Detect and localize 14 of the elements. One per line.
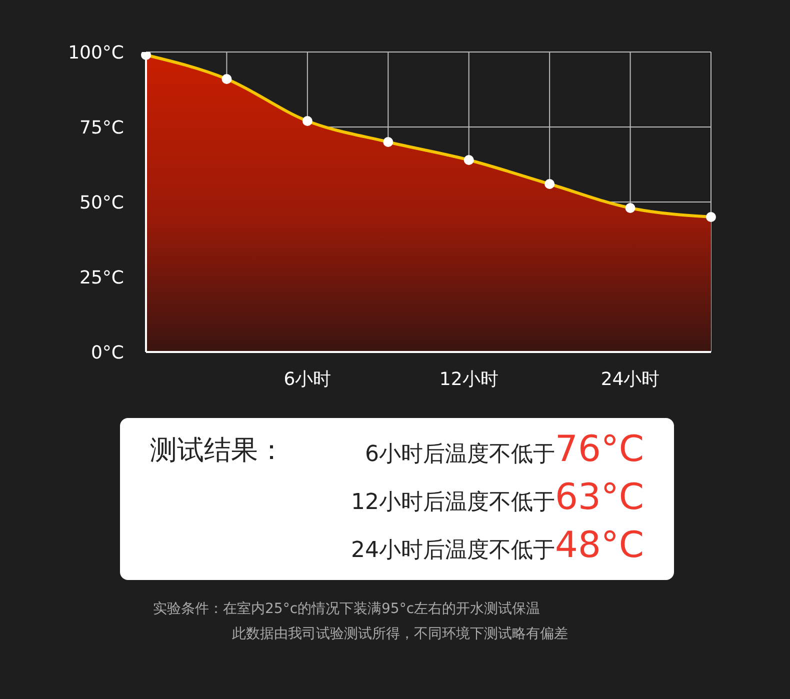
text: 实验条件：在室内25°c的情况下装满95°c左右的开水测试保温 [153,600,540,618]
y-tick-label: 75°C [80,117,124,138]
y-tick-label: 100°C [68,42,124,64]
text: 此数据由我司试验测试所得，不同环境下测试略有偏差 [232,625,568,643]
text: 12小时后温度不低于63°C [351,477,644,518]
y-tick-label: 25°C [80,267,124,288]
x-tick-label: 6小时 [284,368,332,390]
text: 测试结果： [150,434,285,468]
y-tick-label: 50°C [80,192,124,214]
text: 24小时后温度不低于48°C [351,525,644,566]
y-tick-label: 0°C [90,342,124,364]
x-tick-label: 12小时 [439,368,498,390]
x-tick-label: 24小时 [600,368,660,390]
text: 6小时后温度不低于76°C [365,429,644,470]
